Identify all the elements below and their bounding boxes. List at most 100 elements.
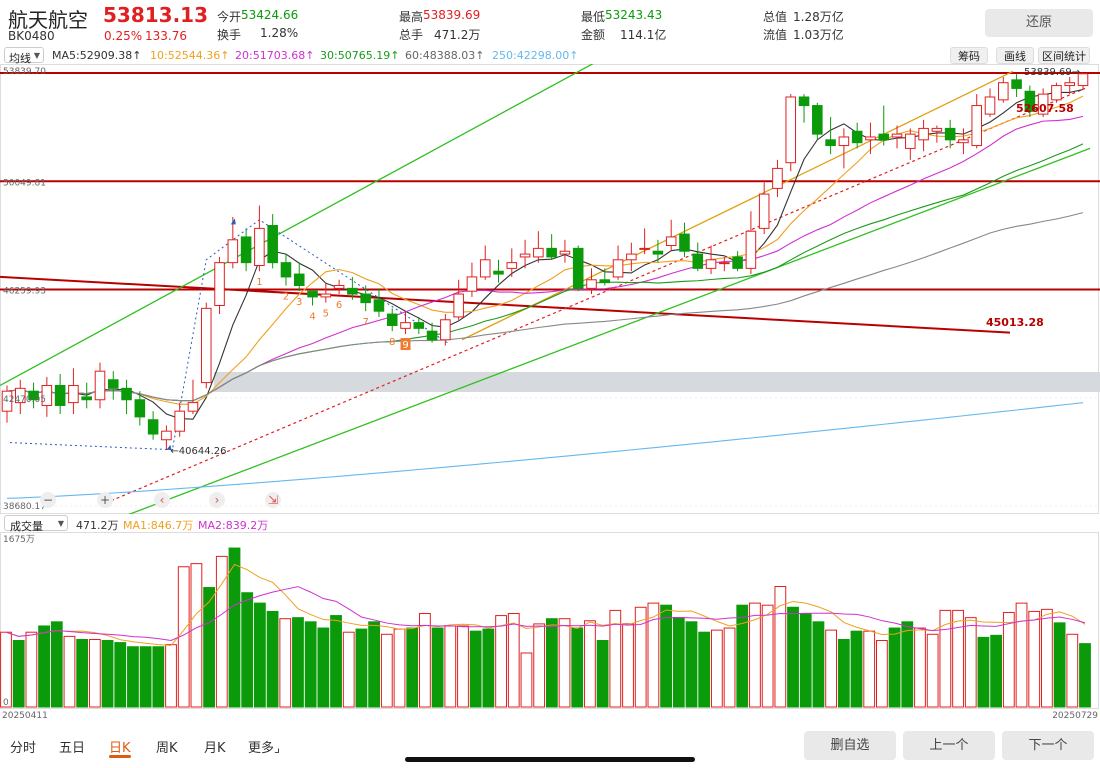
- ma60-legend: 60:48388.03↑: [405, 49, 485, 62]
- zoom-in-icon[interactable]: +: [97, 492, 113, 508]
- volume-bar: [685, 621, 698, 708]
- float-label: 流值: [763, 28, 788, 42]
- volume-bar: [1066, 633, 1079, 708]
- volume-bar: [330, 615, 342, 708]
- candle-body: [506, 262, 518, 269]
- restore-button[interactable]: 还原: [985, 9, 1093, 37]
- candle-body: [971, 105, 983, 147]
- volume-bar: [1028, 610, 1041, 708]
- candle-body: [386, 313, 398, 326]
- candle: [134, 391, 146, 426]
- volume-bar: [279, 618, 292, 708]
- low-value: 53243.43: [605, 8, 663, 22]
- candle-body: [254, 227, 265, 267]
- candle: [812, 102, 823, 140]
- stock-name: 航天航空: [8, 8, 88, 32]
- volume-bar: [761, 604, 774, 708]
- candle: [825, 116, 836, 155]
- tab-more[interactable]: 更多⌟: [248, 741, 281, 756]
- volume-bar: [304, 621, 317, 708]
- volume-bar: [228, 547, 241, 708]
- pan-left-icon[interactable]: ‹: [154, 492, 170, 508]
- volume-axis-max: 1675万: [3, 535, 35, 545]
- volume-bar: [215, 555, 228, 708]
- volume-indicator-label: 成交量: [10, 520, 43, 533]
- zoom-control-bg: [209, 492, 225, 508]
- candle: [54, 374, 66, 415]
- range-stats-button[interactable]: 区间统计: [1038, 47, 1090, 64]
- trendline-price-label: 45013.28: [986, 316, 1044, 329]
- candle-body: [639, 247, 650, 250]
- candle-body: [958, 139, 969, 144]
- candle: [94, 362, 106, 409]
- volume-bar: [825, 629, 838, 708]
- candle: [307, 290, 318, 306]
- candle: [905, 128, 916, 160]
- candle: [931, 125, 943, 143]
- candle-body: [758, 193, 770, 229]
- candle: [732, 251, 743, 272]
- candle-body: [1064, 82, 1075, 87]
- volume-bar: [419, 613, 431, 708]
- candle-body: [838, 136, 850, 147]
- volume-axis-min: 0: [3, 698, 9, 708]
- next-stock-button[interactable]: 下一个: [1002, 731, 1094, 760]
- volume-indicator-select[interactable]: 成交量 ▼: [4, 515, 68, 533]
- volume-bar: [774, 585, 787, 708]
- open-label: 今开: [217, 10, 242, 24]
- change-amount: 133.76: [145, 29, 187, 43]
- seq-number: 5: [323, 309, 329, 320]
- candle-body: [732, 256, 743, 269]
- pan-right-icon[interactable]: ›: [209, 492, 225, 508]
- volume-bar: [50, 621, 63, 708]
- volume-bar: [1002, 611, 1015, 708]
- candle: [400, 311, 411, 335]
- tab-weekly-k[interactable]: 周K: [156, 741, 178, 756]
- candle-body: [134, 399, 146, 418]
- candle-body: [360, 293, 371, 304]
- volume-bar: [520, 652, 533, 708]
- remove-watchlist-button[interactable]: 删自选: [804, 731, 896, 760]
- candle: [599, 268, 611, 286]
- collapse-icon[interactable]: ⇲: [265, 492, 281, 508]
- volume-bar: [507, 613, 520, 708]
- chips-button[interactable]: 筹码: [950, 47, 988, 64]
- volume-bar: [380, 633, 393, 708]
- volume-bar: [25, 631, 38, 708]
- float-value: 1.03万亿: [793, 28, 844, 42]
- volume-bar: [1015, 602, 1028, 708]
- candlestick-chart[interactable]: ←40644.26 53839.69→ 45013.28 52607.58 53839…: [0, 64, 1100, 514]
- candle-body: [931, 127, 943, 132]
- tab-daily-k[interactable]: 日K: [109, 741, 131, 756]
- volume-chart[interactable]: 1675万 0 20250411 20250729: [0, 532, 1100, 728]
- candle: [200, 302, 212, 389]
- open-value: 53424.66: [241, 8, 299, 22]
- candle: [958, 128, 969, 155]
- volume-bar: [406, 627, 419, 708]
- tab-five-day[interactable]: 五日: [59, 741, 86, 756]
- candle-body: [1077, 73, 1089, 87]
- tab-intraday[interactable]: 分时: [10, 741, 37, 756]
- ma30-line: [6, 143, 1084, 402]
- draw-line-button[interactable]: 画线: [996, 47, 1034, 64]
- candle-body: [984, 96, 996, 115]
- tab-monthly-k[interactable]: 月K: [204, 741, 226, 756]
- candle-body: [240, 236, 252, 264]
- candle-body: [865, 136, 876, 141]
- candle: [161, 425, 172, 451]
- date-end-label: 20250729: [1052, 711, 1098, 721]
- volume-bar: [38, 625, 50, 708]
- seq-number: 6: [336, 300, 342, 311]
- candle: [891, 125, 903, 149]
- zoom-out-icon[interactable]: −: [40, 492, 56, 508]
- prev-stock-button[interactable]: 上一个: [903, 731, 995, 760]
- volume-bar: [926, 633, 939, 708]
- candle: [254, 205, 265, 272]
- indicator-select[interactable]: 均线 ▼: [4, 47, 44, 65]
- chevron-down-icon: ▼: [57, 519, 64, 528]
- volume-bar: [139, 646, 152, 708]
- candle: [426, 322, 438, 343]
- volume-bar: [190, 563, 203, 708]
- volume-bar: [253, 602, 266, 708]
- candle-body: [798, 96, 810, 107]
